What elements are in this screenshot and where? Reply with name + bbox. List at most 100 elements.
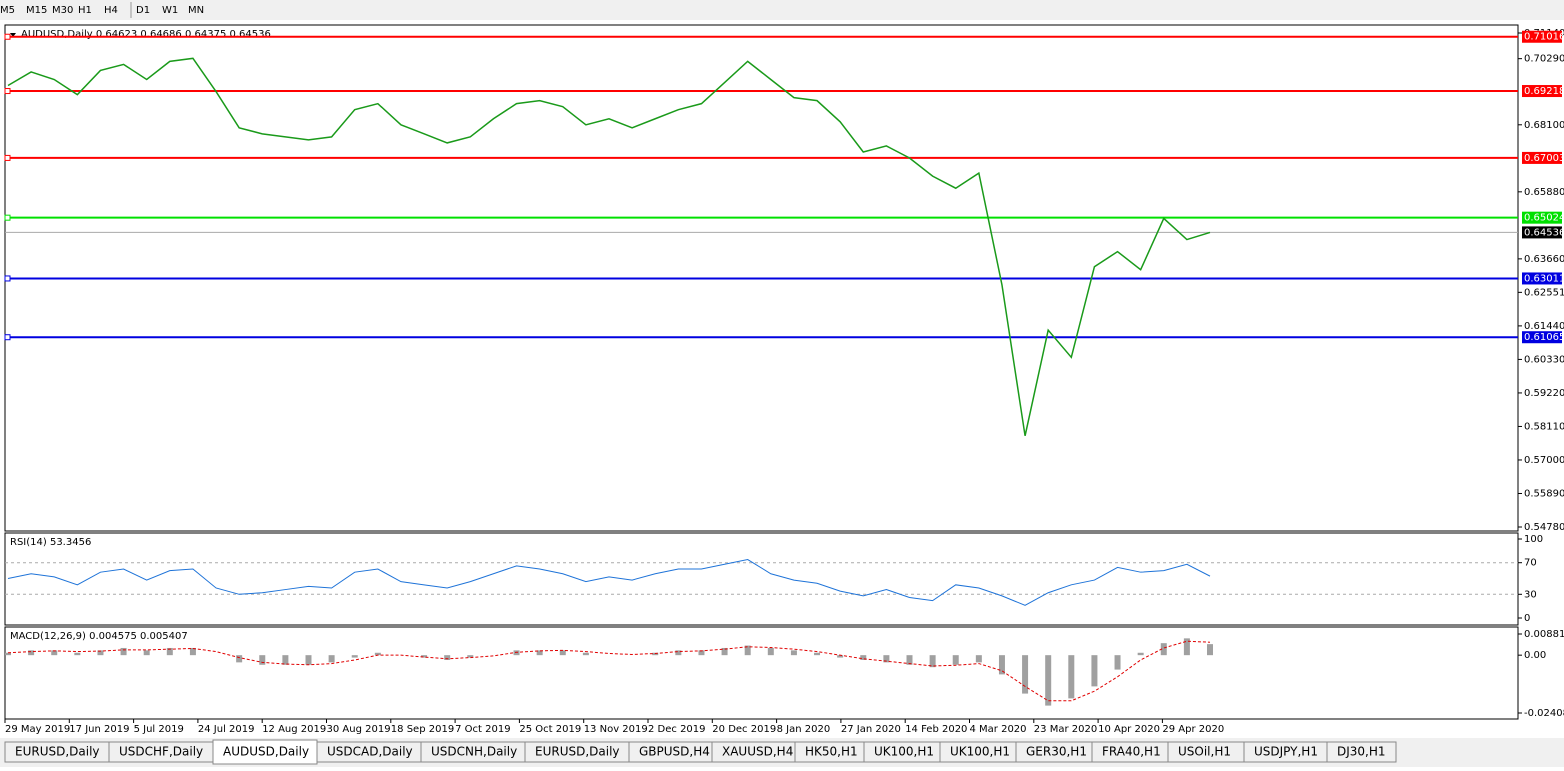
macd-bar [51, 650, 58, 656]
x-tick-label: 18 Sep 2019 [391, 724, 454, 735]
tab-label[interactable]: USDCAD,Daily [327, 745, 413, 759]
last-price-bg [1522, 226, 1562, 239]
tab-label[interactable]: HK50,H1 [805, 745, 858, 759]
macd-bar [189, 647, 196, 656]
tab-label[interactable]: USDCHF,Daily [119, 745, 203, 759]
macd-bar [767, 647, 774, 656]
macd-bar [467, 655, 474, 658]
level-label-bg [1522, 272, 1562, 285]
level-handle[interactable] [4, 33, 11, 40]
level-label-bg [1522, 331, 1562, 344]
macd-bar [1137, 652, 1144, 656]
y-tick-label: 0.65880 [1524, 187, 1564, 198]
timeframe-button[interactable]: H4 [104, 5, 118, 16]
tab-label[interactable]: UK100,H1 [950, 745, 1010, 759]
macd-bar [166, 647, 173, 656]
x-tick-label: 29 Apr 2020 [1162, 724, 1224, 735]
level-handle[interactable] [4, 88, 11, 95]
level-label: 0.61065 [1524, 332, 1564, 343]
macd-bar [675, 650, 682, 656]
level-handle[interactable] [4, 154, 11, 161]
x-tick-label: 25 Oct 2019 [519, 724, 581, 735]
tab-label[interactable]: UK100,H1 [874, 745, 934, 759]
x-tick-label: 10 Apr 2020 [1098, 724, 1160, 735]
macd-bar [906, 655, 913, 665]
macd-bar [236, 655, 243, 663]
timeframe-button[interactable]: MN [188, 5, 204, 16]
y-tick-label: 100 [1524, 534, 1543, 545]
macd-bar [5, 652, 11, 656]
macd-bar [328, 655, 335, 663]
macd-bar [421, 655, 428, 658]
level-label-bg [1522, 211, 1562, 224]
collapse-arrow [10, 33, 16, 37]
macd-bar [1160, 643, 1167, 656]
x-tick-label: 27 Jan 2020 [841, 724, 901, 735]
tab-label[interactable]: USDCNH,Daily [431, 745, 517, 759]
macd-bar [721, 647, 728, 656]
macd-bar [559, 650, 566, 656]
y-tick-label: 0.61440 [1524, 321, 1564, 332]
tab-label[interactable]: AUDUSD,Daily [223, 745, 309, 759]
macd-bar [374, 652, 381, 656]
y-tick-label: 0.008815 [1524, 629, 1564, 640]
macd-bar [744, 645, 751, 656]
macd-bar [698, 650, 705, 656]
tab-label[interactable]: XAUUSD,H4 [722, 745, 793, 759]
macd-bar [975, 655, 982, 663]
tab-label[interactable]: EURUSD,Daily [15, 745, 100, 759]
y-tick-label: 0.57000 [1524, 455, 1564, 466]
y-tick-label: 0.54780 [1524, 522, 1564, 533]
tab-label[interactable]: GBPUSD,H4 [639, 745, 710, 759]
y-tick-label: 0.55890 [1524, 488, 1564, 499]
macd-bar [74, 652, 81, 656]
level-handle[interactable] [4, 214, 11, 221]
level-handle[interactable] [4, 334, 11, 341]
tab-label[interactable]: FRA40,H1 [1102, 745, 1161, 759]
level-label: 0.71016 [1524, 32, 1564, 43]
level-label-bg [1522, 30, 1562, 43]
tab-label[interactable]: EURUSD,Daily [535, 745, 620, 759]
x-tick-label: 30 Aug 2019 [327, 724, 391, 735]
tab-label[interactable]: DJ30,H1 [1337, 745, 1386, 759]
y-tick-label: 0.62551 [1524, 287, 1564, 298]
macd-bar [837, 655, 844, 658]
macd-bar [120, 647, 127, 656]
tab-label[interactable]: GER30,H1 [1026, 745, 1087, 759]
macd-bar [1068, 655, 1075, 699]
y-tick-label: 0.59220 [1524, 388, 1564, 399]
level-label-bg [1522, 151, 1562, 164]
macd-bar [305, 655, 312, 665]
y-tick-label: 0.58110 [1524, 421, 1564, 432]
rsi-panel [4, 532, 1519, 626]
chart-header: AUDUSD,Daily 0.64623 0.64686 0.64375 0.6… [21, 29, 271, 40]
tab[interactable] [1326, 741, 1397, 763]
macd-bar [143, 650, 150, 656]
macd-bar [97, 650, 104, 656]
timeframe-button[interactable]: M5 [0, 5, 15, 16]
tab[interactable] [212, 739, 318, 765]
macd-bar [1022, 655, 1029, 694]
macd-bar [582, 652, 589, 656]
timeframe-button[interactable]: W1 [162, 5, 178, 16]
timeframe-button[interactable]: M15 [26, 5, 47, 16]
y-tick-label: 0.68100 [1524, 120, 1564, 131]
tab-label[interactable]: USDJPY,H1 [1254, 745, 1318, 759]
macd-bar [536, 650, 543, 656]
y-tick-label: 0.63660 [1524, 254, 1564, 265]
tab-label[interactable]: USOil,H1 [1178, 745, 1231, 759]
macd-bar [259, 655, 266, 665]
level-label: 0.67003 [1524, 153, 1564, 164]
level-handle[interactable] [4, 275, 11, 282]
timeframe-button[interactable]: H1 [78, 5, 92, 16]
price-line [7, 57, 1211, 436]
timeframe-button[interactable]: D1 [136, 5, 150, 16]
macd-panel [4, 626, 1519, 720]
macd-bar [1183, 638, 1190, 656]
x-tick-label: 13 Nov 2019 [584, 724, 648, 735]
timeframe-button[interactable]: M30 [52, 5, 73, 16]
rsi-line [7, 559, 1211, 606]
x-tick-label: 24 Jul 2019 [198, 724, 255, 735]
macd-bar [1045, 655, 1052, 706]
x-tick-label: 7 Oct 2019 [455, 724, 510, 735]
